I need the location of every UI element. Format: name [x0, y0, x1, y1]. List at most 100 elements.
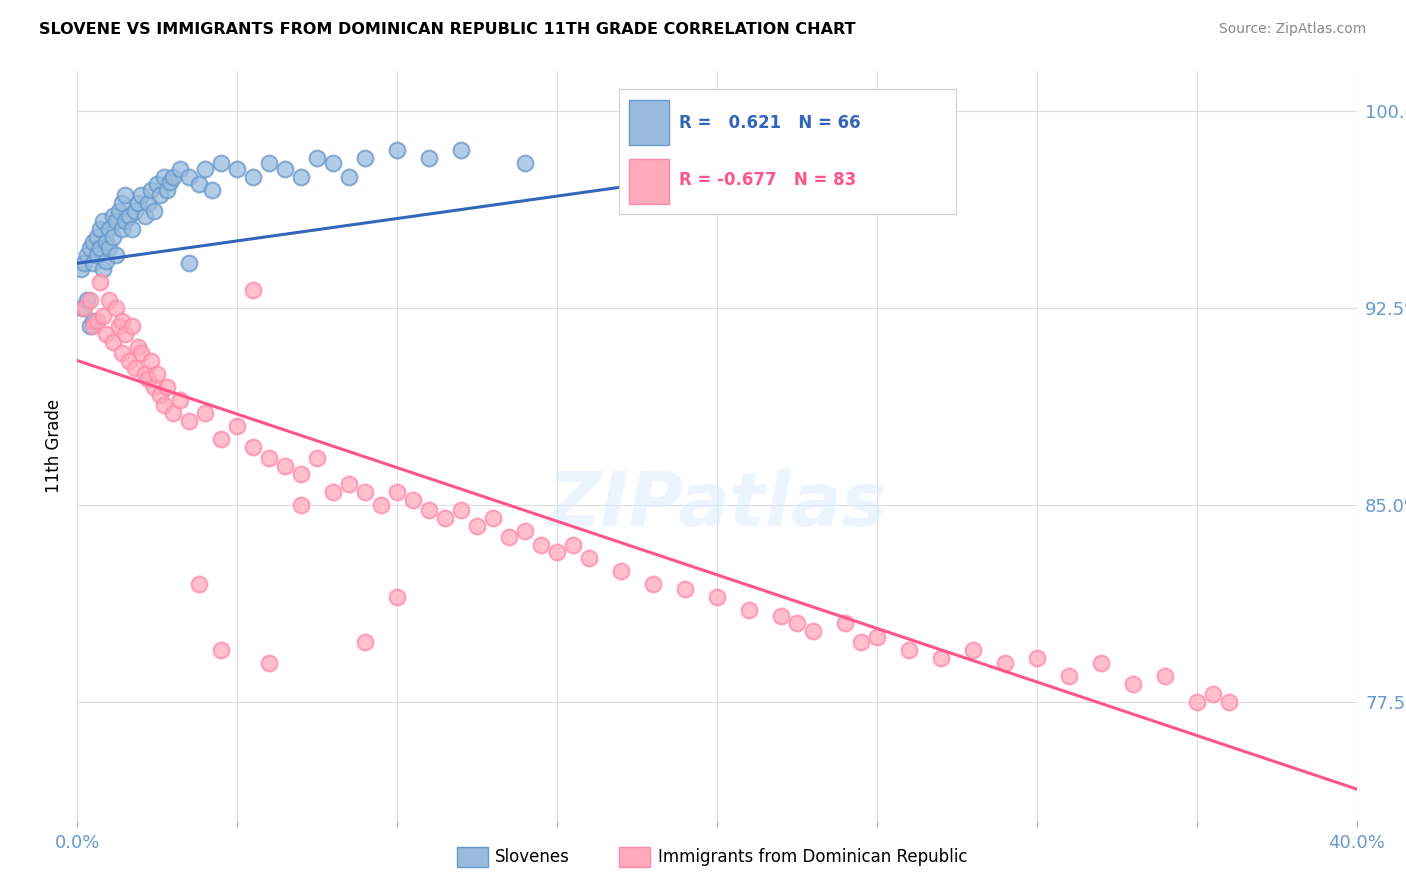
Point [962, 642, 984, 657]
Point [290, 467, 312, 481]
Bar [628, 159, 669, 204]
Text: R = -0.677   N = 83: R = -0.677 N = 83 [679, 171, 856, 189]
Point [385, 143, 409, 157]
Point [117, 209, 139, 223]
Point [322, 485, 344, 500]
Point [104, 248, 127, 262]
Point [108, 319, 131, 334]
Point [111, 222, 134, 236]
Point [162, 406, 184, 420]
Text: Immigrants from Dominican Republic: Immigrants from Dominican Republic [658, 848, 967, 866]
Point [242, 440, 264, 454]
Point [1122, 677, 1144, 691]
Point [127, 340, 149, 354]
Point [179, 414, 201, 428]
Point [290, 498, 312, 512]
Point [578, 550, 600, 565]
Point [89, 275, 111, 289]
Point [136, 195, 159, 210]
Point [274, 161, 297, 176]
Point [546, 545, 568, 559]
Point [134, 367, 156, 381]
Point [274, 458, 297, 473]
Point [354, 635, 377, 649]
Point [898, 103, 921, 118]
Point [179, 169, 201, 184]
Point [786, 616, 808, 631]
Point [209, 433, 232, 447]
Point [770, 608, 793, 623]
Bar [628, 101, 669, 145]
Point [152, 169, 174, 184]
Point [242, 169, 264, 184]
Point [129, 345, 153, 359]
Point [101, 230, 124, 244]
Point [82, 319, 104, 334]
Point [1185, 695, 1208, 709]
Point [104, 301, 127, 315]
Point [82, 314, 104, 328]
Point [515, 524, 537, 539]
Point [91, 261, 114, 276]
Point [91, 214, 114, 228]
Point [108, 203, 131, 218]
Point [994, 656, 1017, 670]
Point [337, 477, 360, 491]
Point [610, 564, 633, 578]
Point [76, 248, 98, 262]
Point [434, 511, 457, 525]
Point [101, 209, 124, 223]
Point [121, 222, 143, 236]
Point [111, 314, 134, 328]
Point [418, 151, 440, 165]
Point [82, 235, 104, 250]
Point [450, 503, 472, 517]
Point [169, 161, 191, 176]
Point [226, 161, 249, 176]
Point [290, 169, 312, 184]
Point [156, 183, 179, 197]
Point [121, 319, 143, 334]
Point [418, 503, 440, 517]
Point [307, 450, 329, 465]
Point [114, 214, 136, 228]
Point [79, 293, 101, 307]
Point [465, 519, 488, 533]
Point [152, 398, 174, 412]
Point [201, 183, 224, 197]
Point [1218, 695, 1240, 709]
Point [337, 169, 360, 184]
Point [69, 261, 91, 276]
Point [124, 361, 146, 376]
Point [259, 656, 281, 670]
Point [89, 240, 111, 254]
Point [111, 195, 134, 210]
Point [307, 151, 329, 165]
Point [849, 635, 872, 649]
Point [259, 156, 281, 170]
Point [194, 406, 217, 420]
Point [187, 178, 209, 192]
Text: R =   0.621   N = 66: R = 0.621 N = 66 [679, 114, 860, 132]
Point [801, 624, 824, 639]
Point [89, 222, 111, 236]
Point [86, 314, 108, 328]
Point [482, 511, 505, 525]
Point [94, 253, 117, 268]
Point [706, 590, 728, 604]
Text: Source: ZipAtlas.com: Source: ZipAtlas.com [1219, 22, 1367, 37]
Point [169, 392, 191, 407]
Point [159, 175, 181, 189]
Point [117, 353, 139, 368]
Point [187, 577, 209, 591]
Point [515, 156, 537, 170]
Point [111, 345, 134, 359]
Point [643, 577, 665, 591]
Point [1026, 650, 1049, 665]
Point [179, 256, 201, 270]
Point [139, 353, 162, 368]
Point [898, 642, 921, 657]
Point [259, 450, 281, 465]
Point [162, 169, 184, 184]
Point [129, 188, 153, 202]
